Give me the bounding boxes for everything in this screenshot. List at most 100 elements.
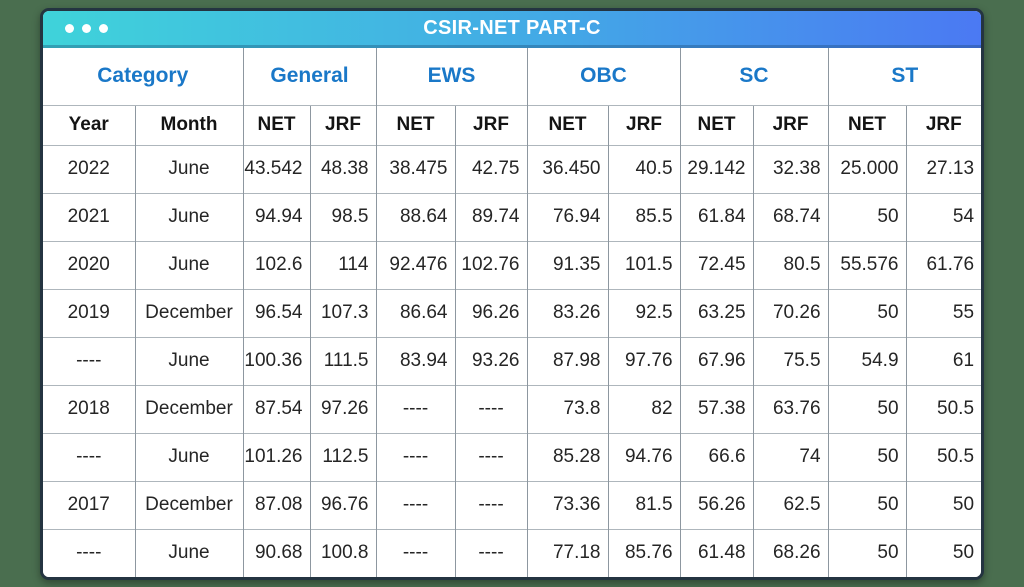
table-row: 2019 December 96.54 107.3 86.64 96.26 83.26 92.… — [43, 288, 981, 337]
table-cell: 98.5 — [309, 192, 376, 241]
group-header-cell: ST — [827, 48, 981, 105]
column-header-cell: Month — [134, 104, 243, 145]
table-cell: 56.26 — [679, 480, 754, 529]
table-cell: 114 — [309, 240, 376, 289]
table-cell: 50 — [827, 288, 907, 337]
table-cell: 89.74 — [454, 192, 527, 241]
cutoff-table: Category General EWS OBC SC ST Year Month NET JRF… — [43, 48, 981, 577]
table-cell: 87.54 — [242, 384, 310, 433]
table-cell: 50 — [905, 480, 981, 529]
table-cell: 92.5 — [607, 288, 681, 337]
table-cell: 74 — [752, 432, 829, 481]
table-cell: 96.26 — [454, 288, 527, 337]
table-cell: 2021 — [43, 192, 135, 241]
table-cell: 29.142 — [679, 144, 754, 193]
table-cell: 50.5 — [905, 432, 981, 481]
table-cell: 50 — [827, 480, 907, 529]
table-cell: 102.76 — [454, 240, 527, 289]
page-title: CSIR-NET PART-C — [423, 16, 601, 39]
table-cell: 94.76 — [607, 432, 681, 481]
table-row: ---- June 90.68 100.8 ---- ---- 77.18 85.76 61.4… — [43, 528, 981, 577]
group-header-cell: EWS — [375, 48, 527, 105]
table-cell: 54 — [905, 192, 981, 241]
table-cell: 96.76 — [309, 480, 376, 529]
table-cell: 97.26 — [309, 384, 376, 433]
table-cell: 87.98 — [526, 336, 608, 385]
table-cell: 2020 — [43, 240, 135, 289]
column-header-cell: NET — [679, 104, 754, 145]
table-cell: 97.76 — [607, 336, 681, 385]
table-cell: 83.26 — [526, 288, 608, 337]
column-header-cell: JRF — [309, 104, 376, 145]
table-cell: 25.000 — [827, 144, 907, 193]
table-cell: ---- — [454, 384, 527, 433]
table-cell: 68.26 — [752, 528, 829, 577]
table-cell: 88.64 — [375, 192, 455, 241]
table-cell: 80.5 — [752, 240, 829, 289]
table-cell: 85.5 — [607, 192, 681, 241]
table-cell: 54.9 — [827, 336, 907, 385]
table-cell: ---- — [454, 528, 527, 577]
column-header-cell: JRF — [454, 104, 527, 145]
group-header-cell: Category — [97, 64, 189, 88]
window-dot-icon[interactable] — [65, 23, 74, 33]
table-cell: 94.94 — [242, 192, 310, 241]
table-cell: ---- — [454, 432, 527, 481]
table-cell: 82 — [607, 384, 681, 433]
table-cell: 62.5 — [752, 480, 829, 529]
table-cell: December — [134, 288, 243, 337]
window-dot-icon[interactable] — [99, 23, 108, 33]
table-cell: 100.8 — [309, 528, 376, 577]
table-cell: ---- — [454, 480, 527, 529]
table-cell: 81.5 — [607, 480, 681, 529]
column-header-cell: NET — [242, 104, 310, 145]
table-row: 2017 December 87.08 96.76 ---- ---- 73.36 81.5 5… — [43, 480, 981, 529]
table-cell: 61.48 — [679, 528, 754, 577]
table-cell: June — [134, 432, 243, 481]
table-cell: 83.94 — [375, 336, 455, 385]
app-window: CSIR-NET PART-C Category General EWS OBC SC S… — [40, 8, 984, 580]
subheader-row: Year Month NET JRF NET JRF NET JRF NET JRF NET JRF — [43, 104, 981, 145]
table-cell: 40.5 — [607, 144, 681, 193]
table-cell: ---- — [43, 432, 135, 481]
table-cell: 100.36 — [242, 336, 310, 385]
table-cell: 101.5 — [607, 240, 681, 289]
table-cell: 87.08 — [242, 480, 310, 529]
table-cell: 101.26 — [242, 432, 310, 481]
table-cell: 112.5 — [309, 432, 376, 481]
table-cell: 85.76 — [607, 528, 681, 577]
table-cell: ---- — [43, 336, 135, 385]
table-cell: 61.84 — [679, 192, 754, 241]
table-cell: 68.74 — [752, 192, 829, 241]
column-header-cell: JRF — [752, 104, 829, 145]
table-cell: 48.38 — [309, 144, 376, 193]
table-cell: 96.54 — [242, 288, 310, 337]
table-cell: 42.75 — [454, 144, 527, 193]
table-cell: 63.76 — [752, 384, 829, 433]
table-cell: 50 — [827, 528, 907, 577]
table-cell: 43.542 — [242, 144, 310, 193]
table-cell: 91.35 — [526, 240, 608, 289]
table-cell: 36.450 — [526, 144, 608, 193]
table-cell: June — [134, 528, 243, 577]
table-cell: 50.5 — [905, 384, 981, 433]
table-cell: 63.25 — [679, 288, 754, 337]
table-cell: 73.36 — [526, 480, 608, 529]
table-cell: 50 — [827, 384, 907, 433]
table-cell: 70.26 — [752, 288, 829, 337]
column-header-cell: NET — [375, 104, 455, 145]
table-cell: 50 — [905, 528, 981, 577]
table-cell: 50 — [827, 432, 907, 481]
table-cell: ---- — [375, 528, 455, 577]
category-group-row: Category General EWS OBC SC ST — [43, 48, 981, 105]
group-header-cell: SC — [679, 48, 829, 105]
table-cell: ---- — [43, 528, 135, 577]
table-cell: 50 — [827, 192, 907, 241]
table-cell: 107.3 — [309, 288, 376, 337]
table-cell: ---- — [375, 432, 455, 481]
table-cell: 2019 — [43, 288, 135, 337]
table-cell: June — [134, 144, 243, 193]
window-dot-icon[interactable] — [82, 23, 91, 33]
table-row: 2018 December 87.54 97.26 ---- ---- 73.8 82 57.3… — [43, 384, 981, 433]
table-cell: June — [134, 192, 243, 241]
